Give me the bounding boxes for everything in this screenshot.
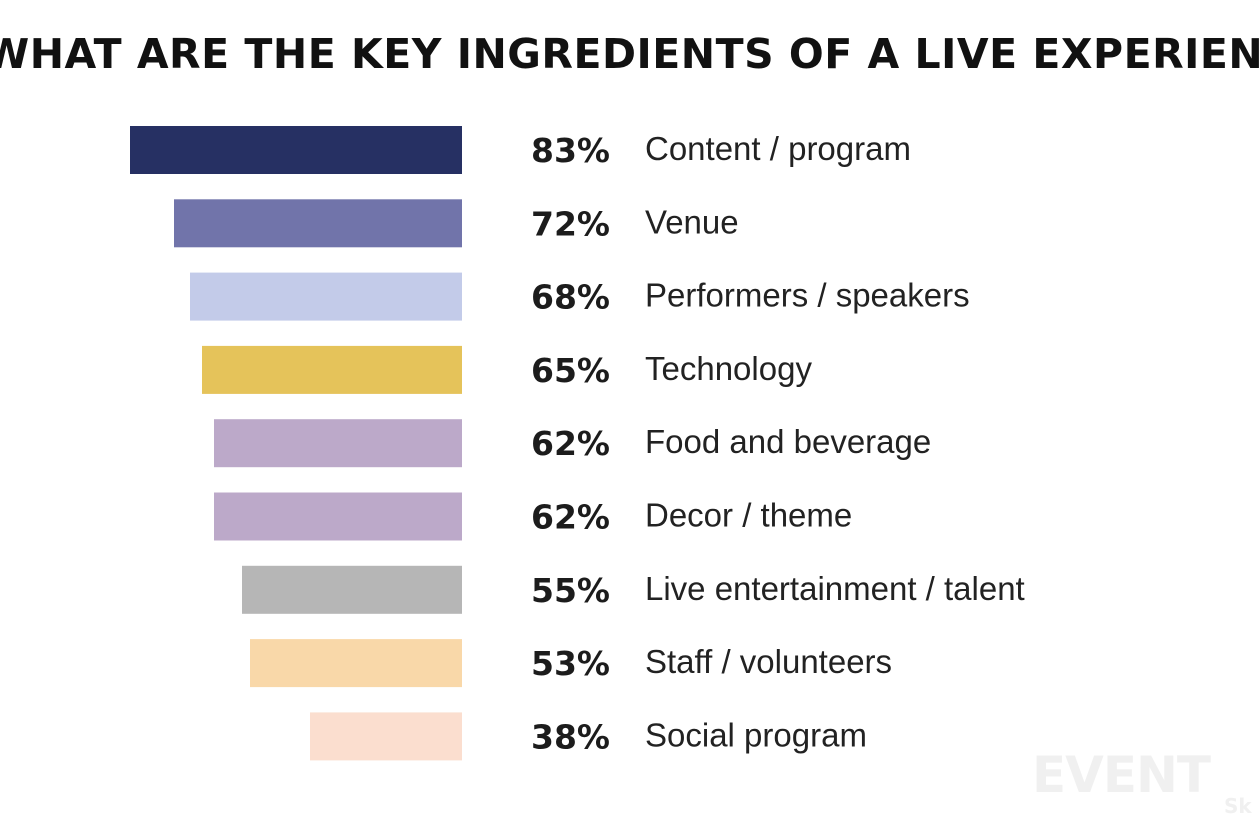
category-label-2: Venue [645,203,739,240]
category-label-7: Live entertainment / talent [645,570,1025,607]
bar-3 [190,272,462,321]
value-label-3: 68% [531,278,610,317]
chart-title: WHAT ARE THE KEY INGREDIENTS OF A LIVE E… [0,30,1260,78]
bar-9 [310,712,462,761]
value-label-1: 83% [531,131,610,170]
bar-1 [130,126,462,174]
category-label-6: Decor / theme [645,497,852,534]
category-label-8: Staff / volunteers [645,643,892,680]
bar-2 [174,199,462,248]
value-label-6: 62% [531,498,610,537]
category-label-9: Social program [645,716,867,753]
bar-8 [250,639,462,688]
category-label-4: Technology [645,350,812,387]
bar-5 [214,419,462,468]
value-label-2: 72% [531,204,610,243]
value-label-8: 53% [531,644,610,683]
watermark-subtext: Sk [1224,794,1252,818]
bar-6 [214,492,462,541]
category-label-5: Food and beverage [645,423,931,460]
bar-4 [202,345,462,394]
category-label-1: Content / program [645,130,911,167]
watermark-text: EVENT [1032,746,1211,804]
value-label-5: 62% [531,424,610,463]
value-label-4: 65% [531,351,610,390]
bar-7 [242,565,462,614]
eventskip-watermark-logo: EVENT Sk [1010,742,1260,822]
category-label-group: Content / program Venue Performers / speak… [645,130,1025,753]
value-label-7: 55% [531,571,610,610]
category-label-3: Performers / speakers [645,277,970,314]
value-label-group: 83% 72% 68% 65% 62% 62% 55% 53% 38% [531,131,610,756]
bar-group [130,126,462,761]
value-label-9: 38% [531,717,610,756]
